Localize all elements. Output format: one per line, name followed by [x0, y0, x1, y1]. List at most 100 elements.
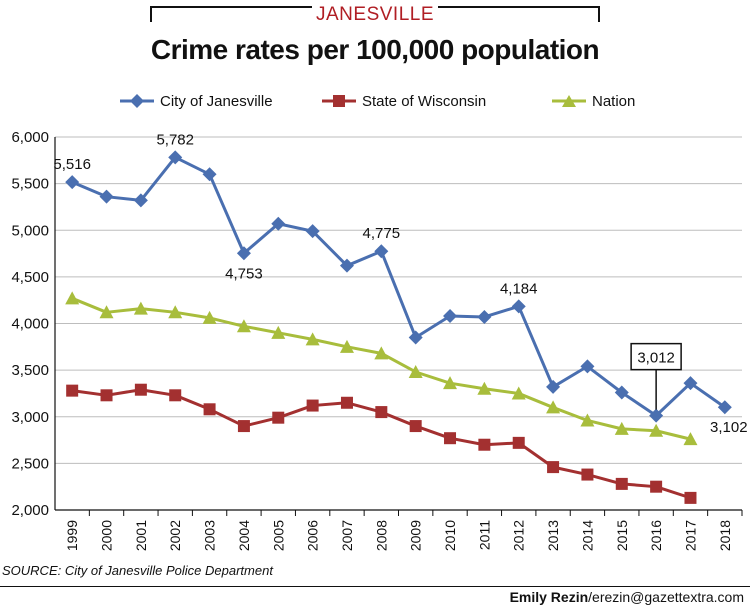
line-chart: 2,000 2,500 3,000 3,500 4,000 4,500 5,000 5,500…: [11, 129, 747, 551]
data-point-triangle: [271, 325, 286, 339]
kicker: JANESVILLE: [316, 4, 434, 25]
data-label: 4,775: [363, 225, 401, 242]
x-tick-label: 2002: [167, 520, 183, 551]
x-tick-label: 2018: [717, 520, 733, 551]
data-point-square: [615, 477, 628, 490]
x-tick-label: 2004: [236, 520, 252, 551]
credit-name: Emily Rezin: [509, 589, 589, 605]
data-point-triangle: [236, 319, 251, 333]
footer-rule: [0, 586, 750, 587]
data-point-triangle: [168, 305, 183, 319]
data-point-triangle: [477, 381, 492, 395]
credit-email: /erezin@gazettextra.com: [588, 589, 744, 605]
data-point-diamond: [683, 376, 698, 391]
data-point-square: [375, 406, 388, 419]
x-tick-label: 2000: [99, 520, 115, 551]
x-tick-label: 2009: [408, 520, 424, 551]
data-point-diamond: [374, 244, 389, 259]
y-tick-label: 6,000: [11, 129, 49, 146]
header: JANESVILLE: [0, 0, 750, 32]
legend-label: Nation: [592, 92, 636, 110]
data-point-square: [66, 384, 79, 397]
legend-label: State of Wisconsin: [362, 92, 487, 110]
data-point-square: [684, 491, 697, 504]
data-point-diamond: [305, 224, 320, 239]
data-point-diamond: [649, 408, 664, 423]
data-label: 4,184: [500, 280, 538, 297]
data-point-diamond: [546, 379, 561, 394]
data-point-triangle: [374, 346, 389, 360]
chart-title: Crime rates per 100,000 population: [150, 34, 600, 65]
y-tick-label: 3,000: [11, 409, 49, 426]
data-point-triangle: [580, 413, 595, 427]
annotations: 5,516 5,782 4,753 4,775 4,184 3,012 3,102: [53, 131, 747, 436]
legend-item-janesville: City of Janesville: [120, 86, 273, 116]
data-point-diamond: [408, 330, 423, 345]
data-point-square: [409, 420, 422, 433]
data-label: 5,516: [53, 156, 91, 173]
data-point-diamond: [202, 167, 217, 182]
data-point-diamond: [236, 246, 251, 261]
data-point-square: [478, 438, 491, 451]
grid: [55, 136, 742, 511]
legend-item-nation: Nation: [552, 86, 635, 116]
data-point-diamond: [271, 216, 286, 231]
x-tick-label: 2017: [682, 520, 698, 551]
y-tick-label: 5,500: [11, 176, 49, 193]
data-point-diamond: [99, 189, 114, 204]
data-point-triangle: [546, 400, 561, 414]
x-tick-label: 2011: [476, 520, 492, 550]
data-point-square: [581, 468, 594, 481]
data-point-triangle: [99, 305, 114, 319]
data-point-triangle: [443, 376, 458, 390]
x-tick-label: 2012: [511, 520, 527, 551]
x-tick-label: 2016: [648, 520, 664, 551]
y-tick-label: 4,500: [11, 269, 49, 286]
x-tick-label: 2003: [202, 520, 218, 551]
data-point-square: [237, 420, 250, 433]
x-tick-label: 2007: [339, 520, 355, 551]
x-axis: 1999 2000 2001 2002 2003 2004 2005 2006 2007 2008…: [55, 509, 743, 551]
legend-square-icon: [322, 95, 356, 107]
data-point-diamond: [168, 150, 183, 165]
data-point-triangle: [649, 423, 664, 437]
source-note: SOURCE: City of Janesville Police Depart…: [2, 563, 273, 578]
data-point-triangle: [614, 421, 629, 435]
data-point-square: [134, 383, 147, 396]
data-point-square: [306, 399, 319, 412]
series-line-janesville: [71, 155, 726, 418]
data-point-diamond: [65, 175, 80, 190]
data-point-square: [650, 480, 663, 493]
data-point-diamond: [580, 359, 595, 374]
data-point-square: [203, 403, 216, 416]
data-label: 3,102: [710, 419, 748, 436]
x-tick-label: 2005: [270, 520, 286, 551]
y-tick-label: 2,500: [11, 455, 49, 472]
data-point-triangle: [305, 332, 320, 346]
data-point-triangle: [65, 291, 80, 305]
x-tick-label: 2001: [133, 520, 149, 551]
data-point-square: [100, 389, 113, 402]
data-point-triangle: [511, 386, 526, 400]
data-point-square: [169, 389, 182, 402]
kicker-rule-right: [438, 6, 600, 22]
data-point-square: [444, 432, 457, 445]
data-point-square: [547, 461, 560, 474]
legend-item-wisconsin: State of Wisconsin: [322, 86, 486, 116]
y-tick-label: 5,000: [11, 222, 49, 239]
data-point-diamond: [133, 193, 148, 208]
data-point-triangle: [408, 364, 423, 378]
callout-box: [630, 342, 682, 371]
data-point-diamond: [339, 258, 354, 273]
series-line-wisconsin: [71, 388, 691, 500]
data-label: 4,753: [225, 265, 263, 282]
data-point-triangle: [339, 339, 354, 353]
data-point-diamond: [511, 299, 526, 314]
x-tick-label: 2010: [442, 520, 458, 551]
y-tick-label: 3,500: [11, 362, 49, 379]
legend: City of Janesville State of Wisconsin Na…: [0, 86, 750, 116]
data-point-triangle: [133, 301, 148, 315]
credit: Emily Rezin/erezin@gazettextra.com: [510, 589, 744, 605]
data-point-square: [272, 411, 285, 424]
data-point-diamond: [717, 400, 732, 415]
